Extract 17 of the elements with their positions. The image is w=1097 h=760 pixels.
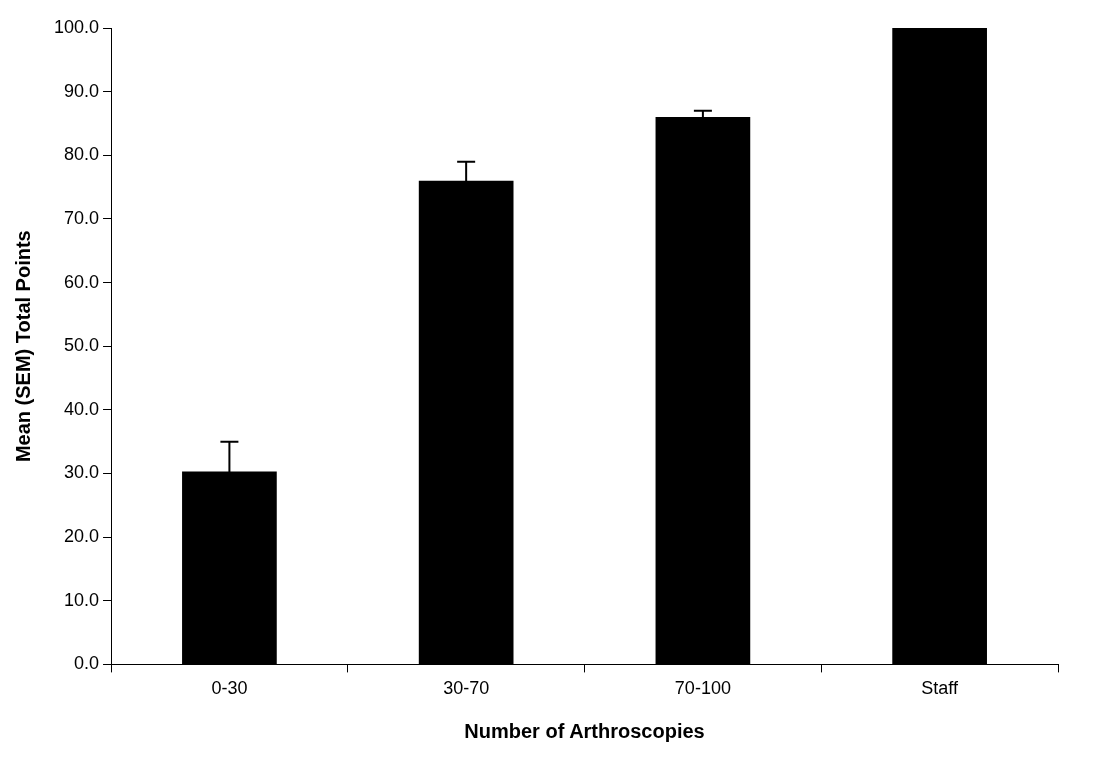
y-tick-label: 100.0 [54,16,100,37]
x-axis-title: Number of Arthroscopies [464,719,705,742]
y-tick-label: 70.0 [64,207,100,228]
y-tick-label: 60.0 [64,271,100,292]
y-tick-label: 90.0 [64,80,100,101]
x-tick-label: Staff [921,678,959,699]
y-tick-label: 0.0 [74,653,100,674]
x-tick-label: 0-30 [211,678,248,699]
y-tick-label: 80.0 [64,144,100,165]
y-tick-label: 10.0 [64,589,100,610]
x-tick-label: 70-100 [674,678,731,699]
y-tick-label: 40.0 [64,398,100,419]
x-tick-label: 30-70 [443,678,490,699]
y-tick-label: 20.0 [64,526,100,547]
y-axis-title: Mean (SEM) Total Points [11,230,34,463]
y-tick-label: 50.0 [64,335,100,356]
y-tick-label: 30.0 [64,462,100,483]
